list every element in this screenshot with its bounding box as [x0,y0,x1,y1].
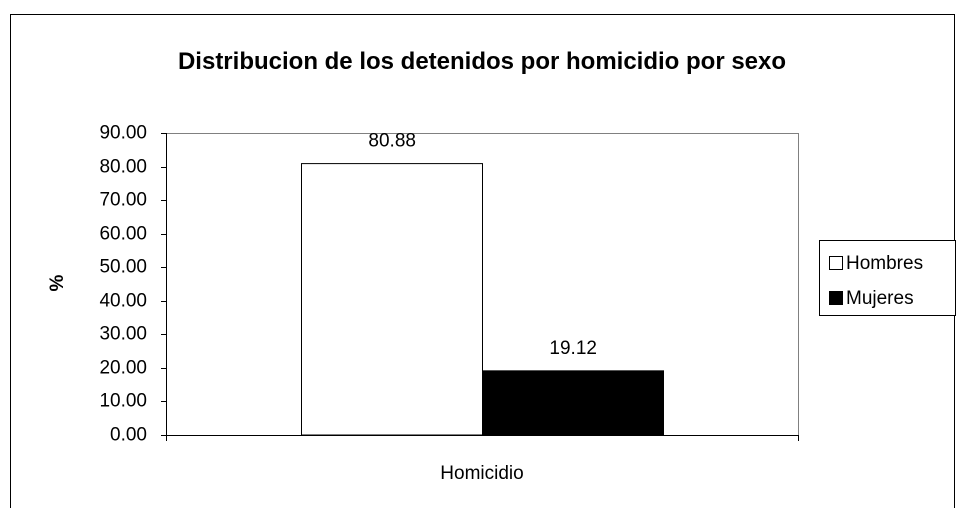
plot-border [166,133,799,436]
legend-swatch [829,256,843,270]
legend-swatch [829,291,843,305]
data-label: 80.88 [368,131,416,152]
y-axis-label: % [47,274,68,291]
y-tick-label: 40.00 [99,291,147,312]
y-tick-label: 70.00 [99,190,147,211]
x-tick-label: Homicidio [440,463,523,484]
bar [482,370,664,436]
y-tick-label: 20.00 [99,358,147,379]
data-label: 19.12 [549,338,597,359]
y-tick-label: 0.00 [110,425,147,446]
y-tick-label: 30.00 [99,324,147,345]
y-tick-label: 80.00 [99,157,147,178]
bar [301,163,483,436]
y-tick-label: 50.00 [99,257,147,278]
y-tick-label: 10.00 [99,391,147,412]
chart-title: Distribucion de los detenidos por homici… [177,48,787,75]
legend-label: Mujeres [846,288,914,309]
legend-label: Hombres [846,253,923,274]
y-tick-label: 60.00 [99,224,147,245]
y-tick-label: 90.00 [99,123,147,144]
